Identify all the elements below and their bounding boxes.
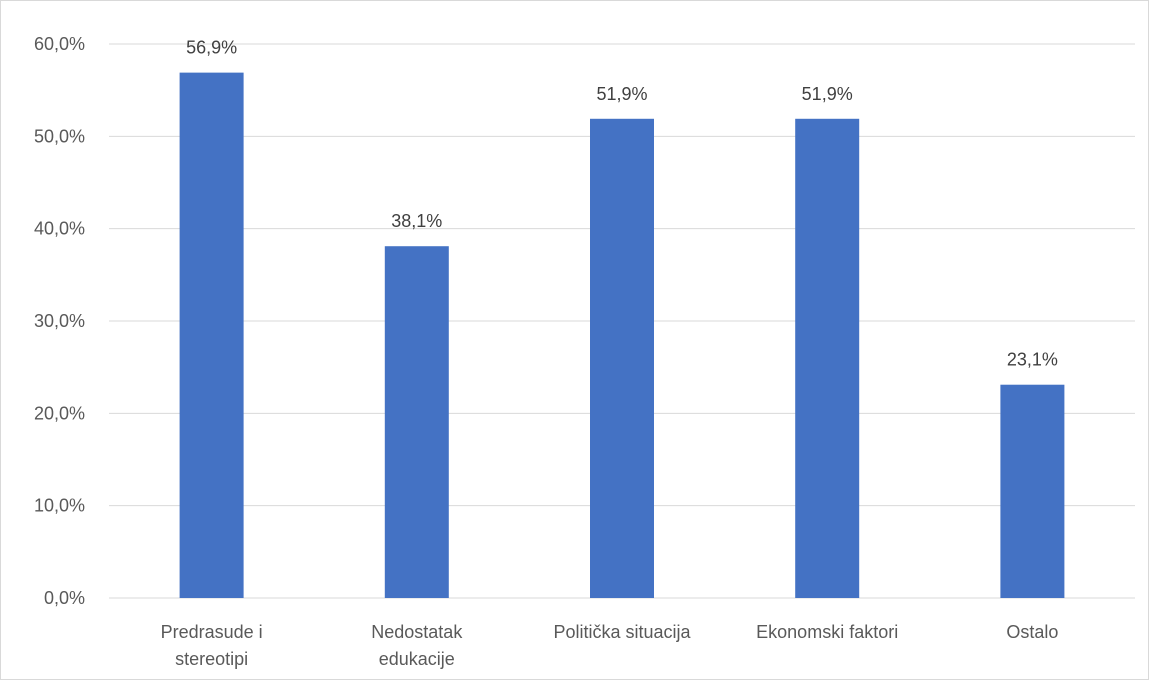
bar bbox=[179, 72, 244, 598]
x-category-label: Nedostatak edukacije bbox=[371, 622, 463, 669]
y-tick-label: 10,0% bbox=[34, 496, 85, 516]
bar bbox=[384, 246, 449, 598]
y-tick-label: 40,0% bbox=[34, 219, 85, 239]
x-category-label: Predrasude i stereotipi bbox=[161, 622, 263, 669]
y-tick-label: 50,0% bbox=[34, 126, 85, 146]
bar bbox=[1000, 384, 1065, 598]
y-tick-label: 30,0% bbox=[34, 311, 85, 331]
y-tick-label: 60,0% bbox=[34, 34, 85, 54]
bar bbox=[795, 118, 860, 598]
data-labels: 56,9% 38,1% 51,9% 51,9% 23,1% bbox=[186, 38, 1058, 370]
x-category-label: Ostalo bbox=[1006, 622, 1058, 642]
bar bbox=[590, 118, 654, 598]
x-category-label: Politička situacija bbox=[553, 622, 691, 642]
data-label: 51,9% bbox=[802, 84, 853, 104]
data-label: 23,1% bbox=[1007, 350, 1058, 370]
y-axis-tick-labels: 0,0% 10,0% 20,0% 30,0% 40,0% 50,0% 60,0% bbox=[34, 34, 85, 608]
data-label: 38,1% bbox=[391, 211, 442, 231]
data-label: 56,9% bbox=[186, 38, 237, 58]
x-category-label: Ekonomski faktori bbox=[756, 622, 898, 642]
y-tick-label: 0,0% bbox=[44, 588, 85, 608]
y-tick-label: 20,0% bbox=[34, 403, 85, 423]
x-axis-category-labels: Predrasude i stereotipi Nedostatak edukacij… bbox=[161, 622, 1059, 669]
bars bbox=[179, 72, 1065, 598]
data-label: 51,9% bbox=[596, 84, 647, 104]
